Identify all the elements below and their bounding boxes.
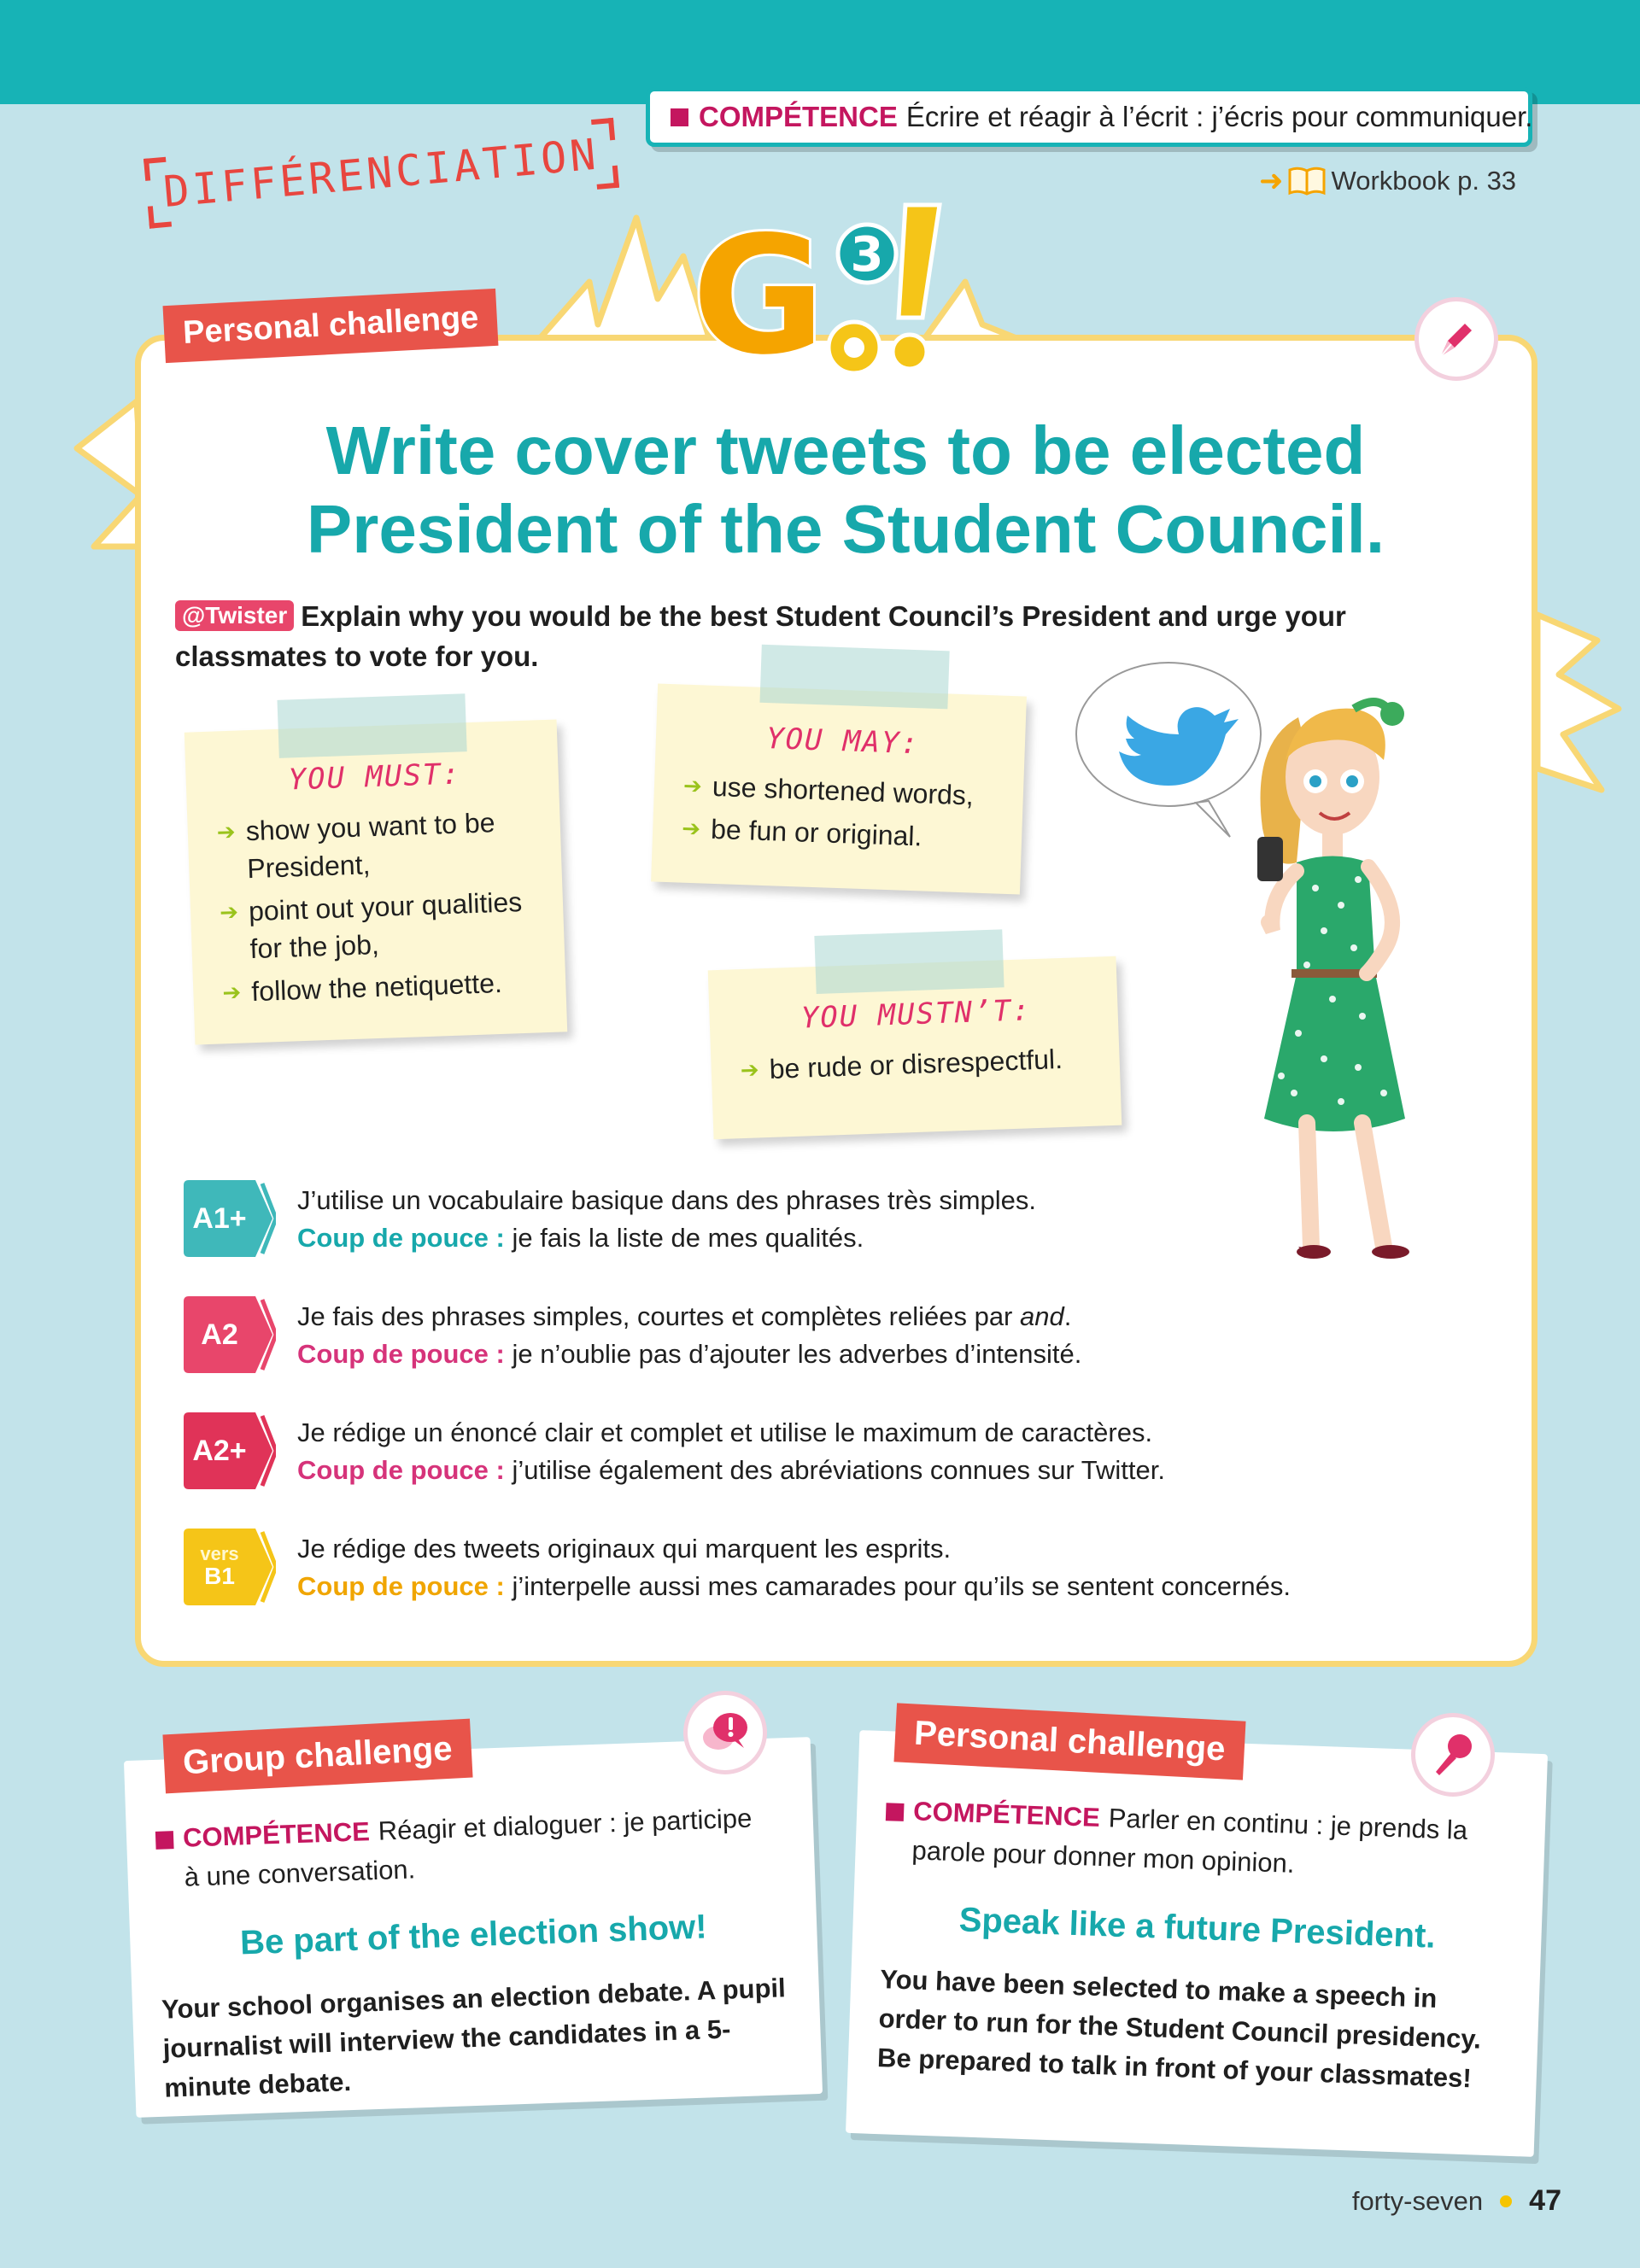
level-descriptors: A1+ J’utilise un vocabulaire basique dan… [184,1175,1362,1640]
level-row: A2 Je fais des phrases simples, courtes … [184,1291,1362,1407]
card-subtitle: Be part of the election show! [130,1904,817,1967]
square-bullet-icon [671,108,688,126]
coup-de-pouce-text: je n’oublie pas d’ajouter les adverbes d… [512,1339,1081,1369]
coup-de-pouce-text: j’utilise également des abréviations con… [512,1455,1165,1485]
list-item: follow the netiquette. [222,962,542,1011]
level-description: J’utilise un vocabulaire basique dans de… [297,1182,1036,1219]
list-item: point out your qualities for the job, [219,882,541,968]
list-item: show you want to be President, [216,802,538,888]
differenciation-text: DIFFÉRENCIATION [161,130,601,217]
twister-tag: @Twister [175,600,294,631]
note-you-mustnt: YOU MUSTN’T: be rude or disrespectful. [708,956,1122,1140]
coup-de-pouce-text: je fais la liste de mes qualités. [512,1223,864,1253]
svg-text:G: G [692,202,825,386]
competence-label: COMPÉTENCE [183,1816,371,1853]
title-line-2: President of the Student Council. [256,490,1435,569]
badge-label: A2 [184,1296,255,1373]
workbook-reference[interactable]: ➜ Workbook p. 33 [1259,164,1516,198]
level-description: Je fais des phrases simples, courtes et … [297,1298,1081,1336]
page-number: 47 [1529,2184,1561,2218]
differenciation-label: DIFFÉRENCIATION [144,118,619,229]
level-row: A2+ Je rédige un énoncé clair et complet… [184,1407,1362,1523]
pen-icon [1414,297,1498,381]
competence-label: COMPÉTENCE [699,101,898,133]
note-you-may: YOU MAY: use shortened words, be fun or … [651,684,1027,895]
tape-decoration [759,645,949,710]
level-row: A1+ J’utilise un vocabulaire basique dan… [184,1175,1362,1291]
coup-de-pouce-text: j’interpelle aussi mes camarades pour qu… [512,1571,1291,1601]
main-title: Write cover tweets to be elected Preside… [256,412,1435,569]
square-bullet-icon [886,1803,905,1821]
tape-decoration [814,929,1004,994]
competence-block: COMPÉTENCE Parler en continu : je prends … [884,1791,1502,1891]
note-title: YOU MUSTN’T: [738,991,1094,1038]
microphone-icon [1411,1713,1495,1797]
coup-de-pouce-label: Coup de pouce : [297,1455,505,1485]
go3-logo: G 3 [675,190,957,386]
coup-de-pouce-label: Coup de pouce : [297,1223,505,1253]
note-title: YOU MUST: [214,754,535,799]
level-row: vers B1 Je rédige des tweets originaux q… [184,1523,1362,1640]
list-item: be fun or original. [682,810,999,858]
workbook-label: Workbook p. 33 [1332,166,1517,196]
competence-header: COMPÉTENCE Écrire et réagir à l’écrit : … [646,87,1532,147]
coup-de-pouce-label: Coup de pouce : [297,1571,505,1601]
square-bullet-icon [155,1831,174,1850]
badge-label: A2+ [184,1412,255,1489]
list-item: use shortened words, [682,767,999,815]
level-description: Je rédige des tweets originaux qui marqu… [297,1530,1291,1568]
badge-label: vers B1 [184,1529,255,1605]
level-description: Je rédige un énoncé clair et complet et … [297,1414,1165,1452]
card-body: You have been selected to make a speech … [876,1960,1512,2100]
card-subtitle: Speak like a future President. [852,1897,1542,1960]
page-footer: forty-seven 47 [1352,2184,1561,2218]
competence-block: COMPÉTENCE Réagir et dialoguer : je parti… [155,1798,772,1898]
badge-label: A1+ [184,1180,255,1257]
group-challenge-card: COMPÉTENCE Réagir et dialoguer : je parti… [124,1737,823,2118]
tape-decoration [277,693,466,758]
title-line-1: Write cover tweets to be elected [256,412,1435,490]
coup-de-pouce-label: Coup de pouce : [297,1339,505,1369]
arrow-right-icon: ➜ [1259,164,1284,198]
speech-bubble-icon [683,1691,767,1774]
list-item: be rude or disrespectful. [740,1039,1096,1089]
card-body: Your school organises an election debate… [161,1968,796,2108]
note-you-must: YOU MUST: show you want to be President,… [184,720,568,1045]
book-icon [1287,166,1327,196]
twitter-bird-icon [1076,663,1261,837]
competence-text: Écrire et réagir à l’écrit : j’écris pou… [906,101,1533,133]
note-title: YOU MAY: [684,719,1001,764]
logo-superscript: 3 [851,227,884,283]
page-number-words: forty-seven [1352,2186,1483,2217]
bullet-dot-icon [1500,2195,1512,2207]
competence-label: COMPÉTENCE [913,1796,1101,1833]
